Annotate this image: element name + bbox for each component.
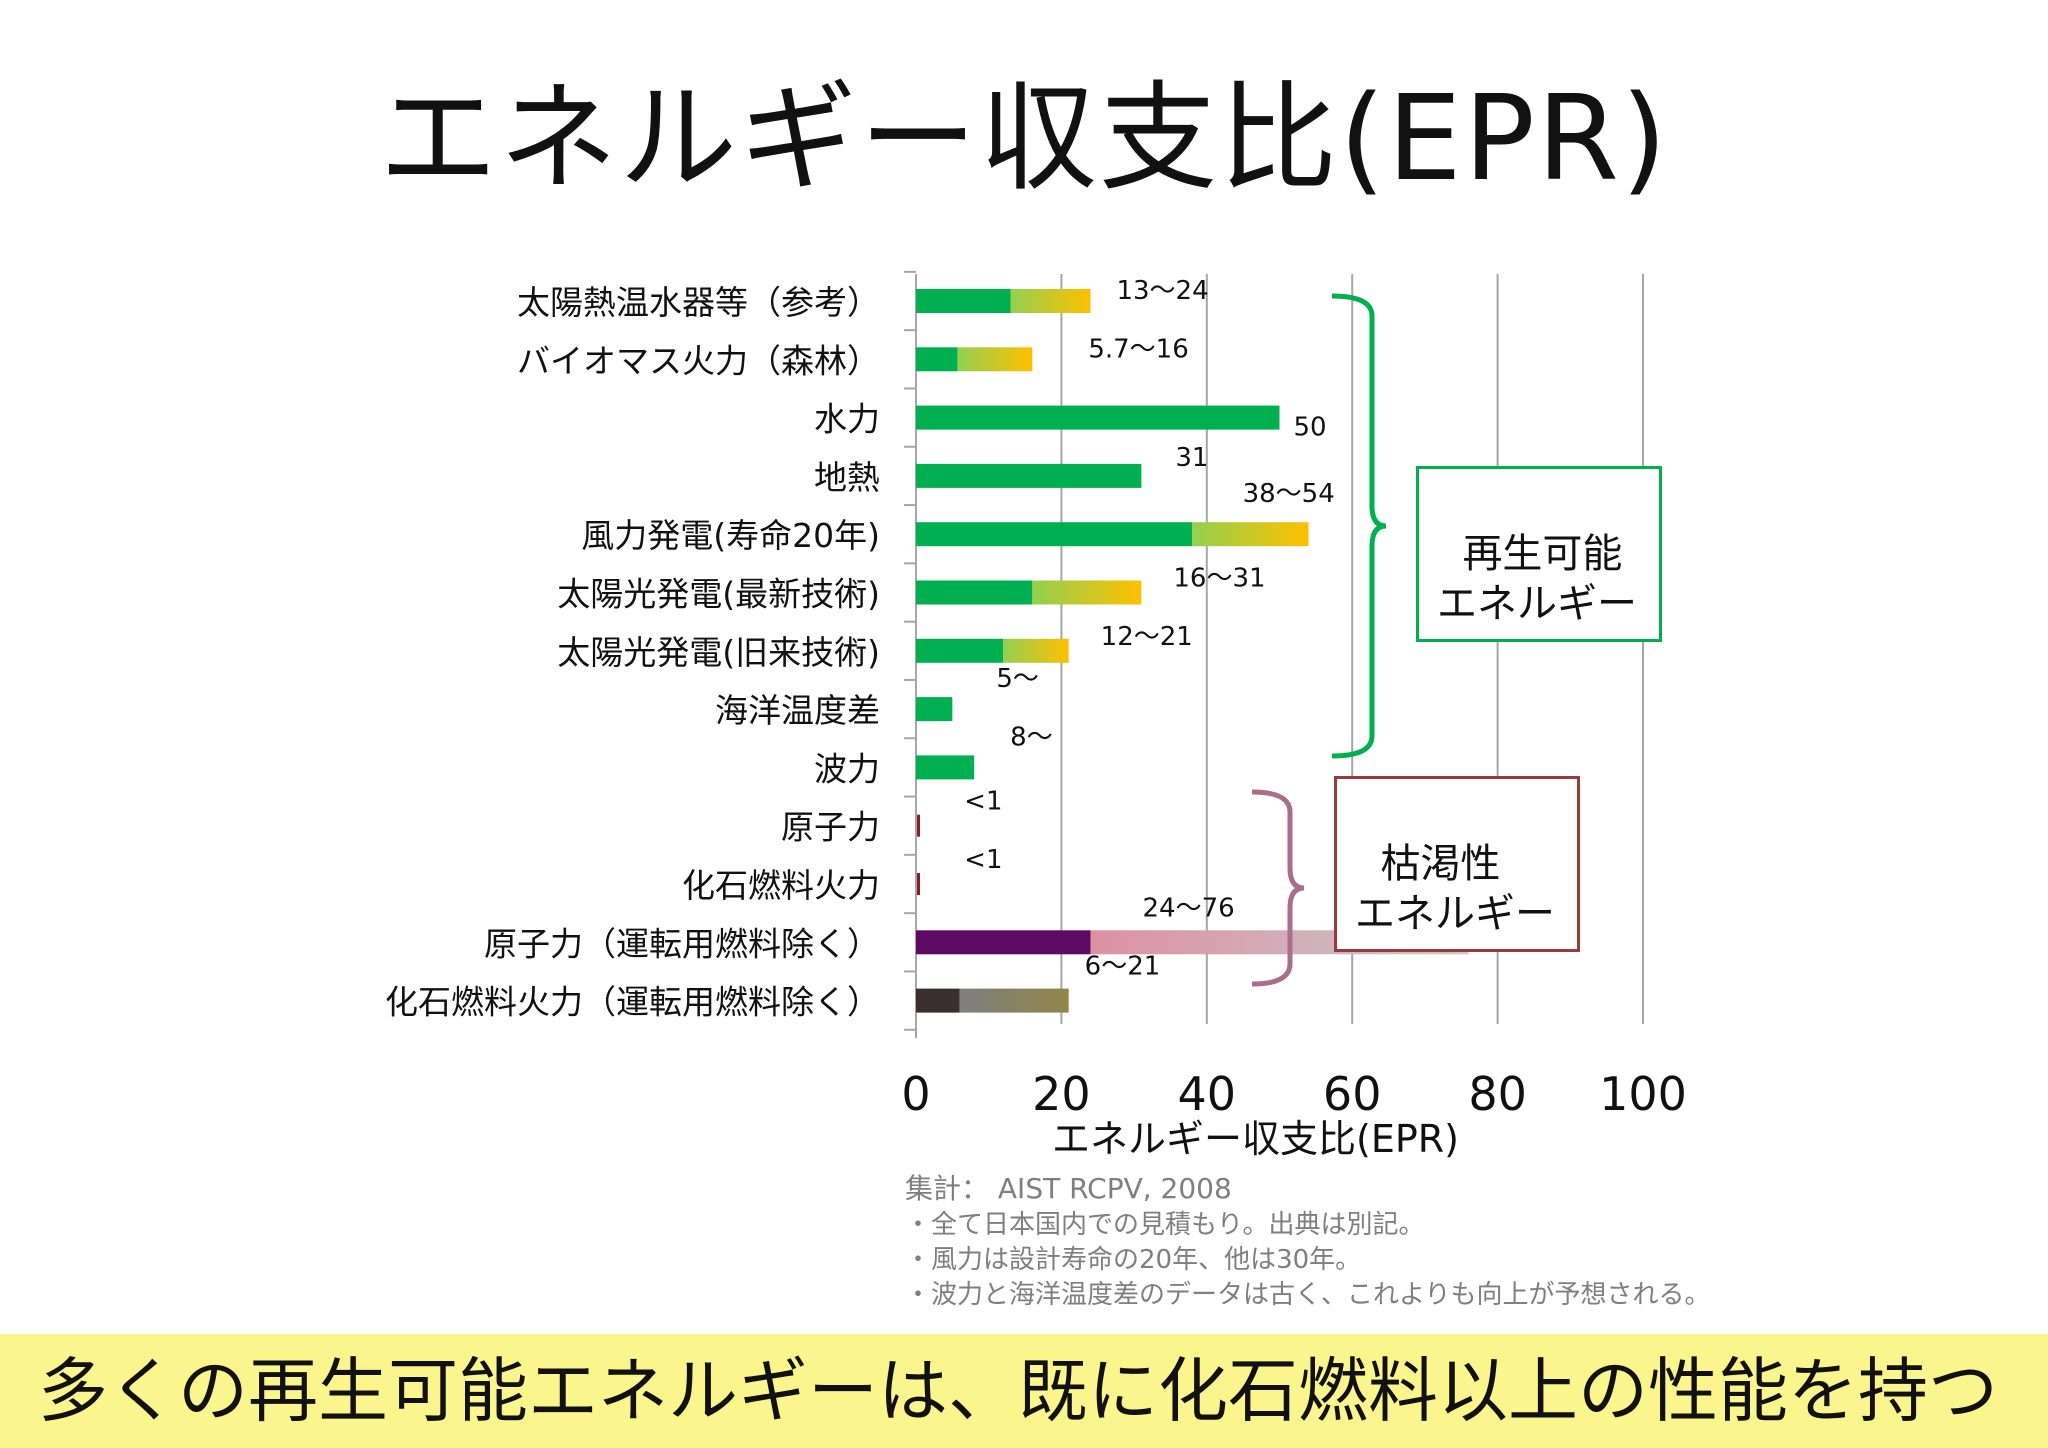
x-tick-label: 100 (1599, 1067, 1687, 1121)
bar-min (916, 930, 1091, 955)
bar-min (916, 463, 1142, 488)
x-tick-label: 60 (1323, 1067, 1382, 1121)
category-label: 太陽熱温水器等（参考） (517, 283, 880, 322)
conclusion-banner: 多くの再生可能エネルギーは、既に化石燃料以上の性能を持つ (0, 1334, 2048, 1448)
source-note: 集計： AIST RCPV, 2008 ・全て日本国内での見積もり。出典は別記。… (905, 1170, 1710, 1313)
bar-range (1010, 289, 1091, 313)
renewable-bracket (1331, 293, 1387, 759)
bar-range (1192, 522, 1309, 547)
bar-min (917, 814, 920, 837)
source-note-line: ・全て日本国内での見積もり。出典は別記。 (905, 1210, 1425, 1240)
bar-min (916, 347, 958, 372)
renewable-group-label: 再生可能 エネルギー (1437, 531, 1637, 627)
bar-min (916, 638, 1004, 663)
bar-range (959, 988, 1069, 1013)
source-note-head: 集計： AIST RCPV, 2008 (905, 1172, 1232, 1205)
data-label: 16〜31 (1173, 564, 1265, 594)
category-label: 化石燃料火力（運転用燃料除く） (385, 983, 880, 1022)
category-label: 原子力（運転用燃料除く） (484, 924, 880, 963)
bar-min (916, 580, 1033, 605)
data-label: 6〜21 (1085, 952, 1161, 982)
bar-min (917, 873, 920, 895)
depletable-group-box: 枯渇性 エネルギー (1334, 776, 1580, 952)
bar-min (916, 755, 975, 780)
data-label: 13〜24 (1116, 276, 1208, 306)
conclusion-text: 多くの再生可能エネルギーは、既に化石燃料以上の性能を持つ (38, 1350, 1998, 1432)
x-tick-label: 20 (1032, 1067, 1091, 1121)
depletable-group-label: 枯渇性 エネルギー (1355, 841, 1555, 937)
category-label: 地熱 (814, 458, 880, 497)
data-label: 38〜54 (1243, 479, 1335, 509)
data-label: 8〜 (1010, 722, 1053, 752)
data-label: 50 (1294, 413, 1327, 443)
data-label: 31 (1175, 443, 1208, 473)
data-label: <1 (964, 845, 1002, 875)
source-note-line: ・風力は設計寿命の20年、他は30年。 (905, 1245, 1362, 1275)
data-label: 5.7〜16 (1088, 334, 1188, 364)
bar-min (916, 988, 960, 1013)
category-label: 水力 (814, 400, 880, 439)
x-axis-title: エネルギー収支比(EPR) (1052, 1117, 1459, 1160)
category-label: 波力 (814, 749, 880, 788)
x-tick-label: 80 (1468, 1067, 1527, 1121)
data-label: 24〜76 (1143, 893, 1235, 923)
category-label: 風力発電(寿命20年) (581, 516, 880, 555)
x-tick-label: 40 (1178, 1067, 1237, 1121)
x-tick-label: 0 (901, 1067, 930, 1121)
category-label: 海洋温度差 (715, 691, 880, 730)
bar-min (916, 522, 1193, 547)
bar-range (1032, 580, 1142, 605)
depletable-bracket (1251, 789, 1305, 987)
data-label: <1 (964, 787, 1002, 817)
category-label: バイオマス火力（森林） (517, 341, 880, 380)
bar-min (916, 405, 1280, 430)
data-label: 5〜 (996, 664, 1039, 694)
category-label: 化石燃料火力 (682, 866, 880, 905)
bar-range (957, 347, 1033, 372)
bar-min (916, 289, 1011, 313)
source-note-line: ・波力と海洋温度差のデータは古く、これよりも向上が予想される。 (905, 1280, 1711, 1310)
page-title: エネルギー収支比(EPR) (379, 69, 1669, 207)
renewable-group-box: 再生可能 エネルギー (1416, 466, 1662, 642)
bar-range (1003, 638, 1069, 663)
bar-min (916, 697, 953, 722)
category-label: 太陽光発電(最新技術) (557, 575, 880, 614)
category-label: 太陽光発電(旧来技術) (557, 633, 880, 672)
category-label: 原子力 (781, 808, 880, 847)
data-label: 12〜21 (1101, 622, 1193, 652)
